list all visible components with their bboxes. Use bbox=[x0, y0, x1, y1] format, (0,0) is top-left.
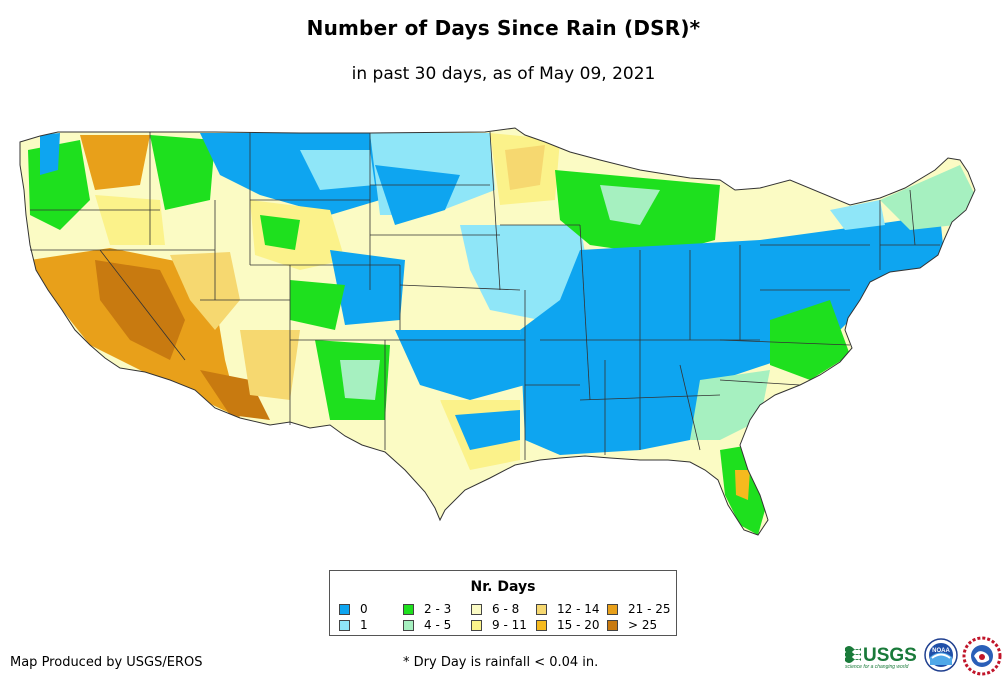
map-title: Number of Days Since Rain (DSR)* bbox=[306, 16, 701, 40]
legend-item-8: 21 - 25 bbox=[607, 602, 671, 616]
legend-swatch bbox=[536, 619, 547, 631]
legend-swatch bbox=[471, 619, 482, 631]
legend-label: 1 bbox=[360, 618, 368, 632]
legend-label: 21 - 25 bbox=[628, 602, 671, 616]
dry-day-footnote: * Dry Day is rainfall < 0.04 in. bbox=[403, 655, 599, 670]
usgs-logo: USGS science for a changing world bbox=[845, 645, 917, 670]
legend: Nr. Days 0 1 2 - 3 4 - 5 6 - 8 9 - 11 12… bbox=[329, 570, 677, 636]
usgs-wordmark: USGS bbox=[863, 645, 917, 666]
legend-item-6: 12 - 14 bbox=[536, 602, 600, 616]
us-dsr-map bbox=[19, 127, 976, 536]
nws-logo bbox=[962, 636, 1002, 676]
legend-swatch bbox=[607, 603, 618, 615]
map-subtitle: in past 30 days, as of May 09, 2021 bbox=[351, 64, 656, 84]
noaa-logo: NOAA bbox=[924, 638, 958, 672]
legend-item-4: 6 - 8 bbox=[471, 602, 519, 616]
legend-swatch bbox=[471, 603, 482, 615]
legend-swatch bbox=[339, 619, 350, 631]
legend-label: 12 - 14 bbox=[557, 602, 600, 616]
legend-item-7: 15 - 20 bbox=[536, 618, 600, 632]
noaa-wordmark: NOAA bbox=[932, 648, 950, 654]
legend-label: 9 - 11 bbox=[492, 618, 527, 632]
legend-swatch bbox=[339, 603, 350, 615]
legend-title: Nr. Days bbox=[470, 579, 536, 595]
legend-label: 4 - 5 bbox=[424, 618, 452, 632]
legend-item-5: 9 - 11 bbox=[471, 618, 527, 632]
legend-swatch bbox=[607, 619, 618, 631]
legend-label: > 25 bbox=[628, 618, 658, 632]
map-credit: Map Produced by USGS/EROS bbox=[10, 655, 203, 670]
legend-swatch bbox=[403, 619, 414, 631]
legend-item-2: 2 - 3 bbox=[403, 602, 451, 616]
legend-label: 15 - 20 bbox=[557, 618, 600, 632]
legend-item-0: 0 bbox=[339, 602, 368, 616]
state-borders bbox=[30, 131, 940, 460]
legend-swatch bbox=[403, 603, 414, 615]
legend-item-1: 1 bbox=[339, 618, 368, 632]
legend-item-9: > 25 bbox=[607, 618, 657, 632]
legend-label: 2 - 3 bbox=[424, 602, 452, 616]
usgs-tagline: science for a changing world bbox=[845, 664, 909, 670]
legend-item-3: 4 - 5 bbox=[403, 618, 451, 632]
legend-swatch bbox=[536, 603, 547, 615]
legend-label: 6 - 8 bbox=[492, 602, 520, 616]
legend-label: 0 bbox=[360, 602, 368, 616]
